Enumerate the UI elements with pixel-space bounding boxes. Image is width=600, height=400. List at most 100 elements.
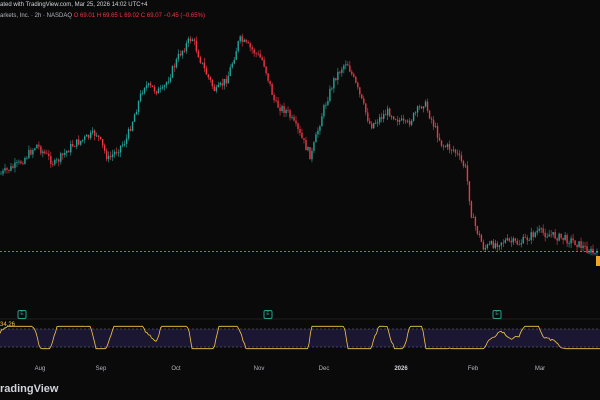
candle-body [582, 245, 584, 249]
candle-body [125, 138, 128, 144]
candle-body [532, 232, 534, 237]
candle-body [203, 62, 206, 69]
candle-body [440, 140, 443, 146]
candle-body [253, 49, 255, 54]
candle-body [209, 77, 211, 80]
candle-body [452, 149, 455, 151]
candle-body [464, 165, 467, 167]
candle-body [153, 86, 156, 92]
candle-body [261, 57, 263, 60]
candle-body [331, 88, 333, 90]
rsi-legend[interactable]: 34.26 [0, 322, 15, 328]
candle-body [76, 139, 78, 147]
candle-body [121, 144, 124, 146]
candle-body [84, 136, 86, 140]
candle-body [416, 106, 419, 113]
candle-body [444, 146, 447, 148]
candle-body [388, 108, 391, 117]
candle-body [596, 251, 598, 254]
candle-body [119, 145, 122, 153]
candle-body [301, 132, 303, 139]
candle-body [131, 121, 134, 131]
earnings-event-nov[interactable]: E [263, 310, 273, 319]
candle-body [205, 68, 208, 75]
candle-body [273, 94, 275, 101]
rsi-line [0, 325, 600, 350]
rsi-value: 34.26 [0, 322, 16, 328]
candle-body [101, 139, 104, 146]
candle-body [179, 53, 182, 56]
candle-body [109, 155, 112, 157]
candle-body [586, 246, 588, 253]
candle-body [367, 112, 369, 121]
candle-body [546, 236, 548, 238]
symbol-label[interactable]: arkets, Inc. · 2h · NASDAQ [0, 13, 73, 19]
candle-body [353, 74, 355, 77]
candle-body [317, 130, 319, 135]
candle-body [219, 83, 221, 85]
candle-body [12, 166, 14, 168]
candle-body [432, 119, 435, 127]
candle-body [526, 237, 528, 241]
candle-body [227, 75, 229, 84]
candle-body [181, 50, 184, 56]
candle-body [8, 169, 10, 171]
candle-body [215, 87, 217, 91]
candle-body [159, 88, 162, 90]
candle-body [249, 43, 251, 48]
candle-body [426, 101, 429, 111]
candle-body [62, 153, 64, 155]
candle-body [512, 238, 514, 243]
candle-body [105, 150, 108, 160]
candle-body [133, 114, 136, 122]
candle-body [309, 147, 311, 160]
candle-body [390, 116, 393, 118]
x-tick-2026: 2026 [394, 366, 408, 372]
candle-body [383, 114, 385, 119]
candle-body [329, 88, 331, 102]
candle-body [402, 118, 405, 121]
candle-body [137, 101, 140, 112]
candle-body [400, 118, 403, 121]
candle-body [233, 59, 235, 64]
candle-body [177, 53, 180, 60]
candle-body [406, 120, 409, 122]
tradingview-logo[interactable]: radingView [0, 383, 59, 395]
candle-body [436, 125, 439, 138]
candle-body [281, 106, 283, 112]
candle-body [590, 248, 592, 253]
candle-body [566, 235, 568, 244]
candle-body [498, 245, 501, 247]
candle-body [70, 143, 72, 153]
earnings-event-aug[interactable]: E [17, 310, 27, 319]
candle-body [213, 86, 215, 91]
candle-body [588, 252, 590, 254]
candle-body [361, 94, 363, 99]
candle-body [305, 139, 307, 151]
candle-body [191, 39, 194, 41]
candle-body [89, 132, 92, 138]
candle-body [394, 119, 397, 120]
candle-body [229, 67, 231, 76]
candle-body [271, 84, 273, 95]
candle-body [269, 80, 271, 85]
candle-body [113, 151, 116, 155]
candle-body [0, 173, 2, 175]
candle-body [80, 140, 82, 145]
candle-body [379, 117, 381, 123]
candle-body [173, 66, 176, 68]
candle-body [72, 143, 74, 147]
candle-body [235, 51, 237, 60]
candle-body [149, 83, 152, 86]
earnings-event-feb[interactable]: E [492, 310, 502, 319]
candle-body [560, 233, 562, 238]
candle-body [117, 152, 120, 154]
candle-body [257, 53, 259, 55]
candle-body [578, 241, 580, 248]
candle-body [167, 81, 170, 83]
x-tick-nov: Nov [253, 366, 265, 372]
candle-body [392, 116, 395, 120]
candle-body [504, 240, 507, 243]
candle-body [28, 149, 30, 158]
